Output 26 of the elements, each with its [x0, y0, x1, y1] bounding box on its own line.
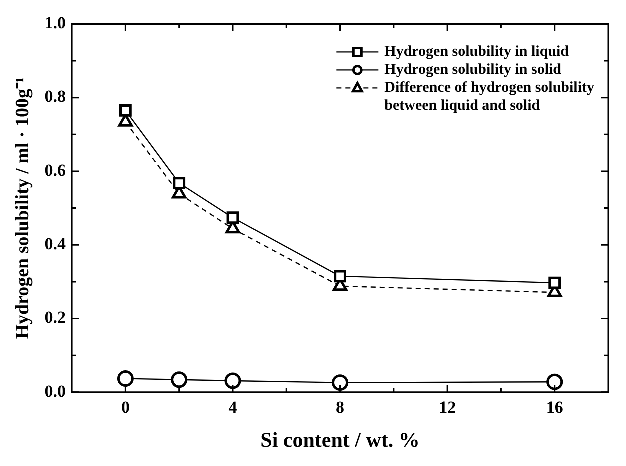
point — [332, 374, 349, 392]
point — [546, 374, 564, 390]
point — [173, 177, 186, 190]
y-tick-label: 0.2 — [44, 308, 66, 328]
x-tick-label: 0 — [121, 398, 130, 417]
point — [119, 104, 132, 117]
y-tick-label: 0.0 — [44, 382, 66, 401]
point — [548, 276, 562, 290]
legend-label: Hydrogen solubility in solid — [384, 62, 562, 78]
x-tick-label: 16 — [546, 398, 564, 417]
y-axis-title: Hydrogen solubility / ml · 100g⁻¹ — [12, 77, 34, 340]
legend-label: Hydrogen solubility in liquid — [384, 44, 570, 60]
point — [171, 372, 188, 388]
legend-label: Difference of hydrogen solubility between liquid and solid — [384, 80, 595, 114]
y-tick-label: 0.8 — [44, 87, 66, 106]
x-tick-label: 8 — [336, 398, 345, 417]
x-tick-label: 12 — [439, 398, 456, 417]
y-tick-label: 0.4 — [44, 234, 67, 254]
y-tick-label: 0.6 — [44, 160, 66, 180]
point — [226, 212, 240, 224]
point — [334, 270, 346, 283]
point — [117, 370, 134, 388]
x-axis-title: Si content / wt. % — [260, 428, 420, 452]
x-tick-label: 4 — [228, 398, 238, 417]
y-tick-label: 1.0 — [44, 14, 66, 33]
point — [224, 372, 242, 390]
